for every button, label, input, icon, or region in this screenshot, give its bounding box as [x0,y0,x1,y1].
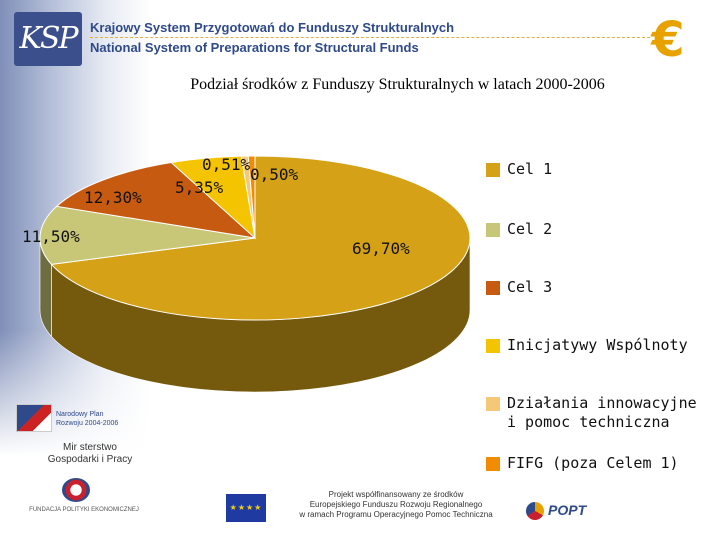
ksp-logo: KSP [14,12,82,66]
legend-swatch [486,397,500,411]
popt-mark-icon [526,502,544,521]
data-label-3: 5,35% [175,178,224,197]
header-divider [90,37,650,38]
legend-item: Cel 2 [486,220,552,239]
chart-title: Podział środków z Funduszy Strukturalnyc… [190,76,605,93]
data-label-0: 69,70% [352,239,410,258]
header-title-pl: Krajowy System Przygotowań do Funduszy S… [90,20,455,35]
legend-item: Cel 1 [486,160,552,179]
legend-swatch [486,163,500,177]
legend-swatch [486,457,500,471]
header-title-en: National System of Preparations for Stru… [90,40,419,55]
legend-item: Działania innowacyjne i pomoc techniczna [486,394,697,432]
eu-flag-icon: ★★★★ [226,494,266,522]
data-label-2: 12,30% [84,188,142,207]
pie-slice-2 [55,161,257,239]
legend-swatch [486,281,500,295]
pie-labels: 69,70% 11,50% 12,30% 5,35% 0,51%0,50% [22,155,410,258]
legend-swatch [486,223,500,237]
pie-slice-1 [39,205,256,265]
fundacja-logo [62,478,90,502]
pie-tops [39,155,471,321]
popt-text: POPT [548,502,587,518]
pie-slice-5 [247,155,256,239]
popt-logo: POPT [526,498,612,522]
legend-swatch [486,339,500,353]
npr-logo [16,404,52,432]
data-label-5: 0,50% [250,165,299,184]
legend-label: Cel 3 [507,278,553,296]
legend-item: FIFG (poza Celem 1) [486,454,679,473]
euro-icon: € [651,12,685,68]
legend-item: Inicjatywy Wspólnoty [486,336,688,355]
legend-item: Cel 3 [486,278,552,297]
data-label-4: 0,51% [202,155,251,174]
footer-project-text: Projekt współfinansowany ze środków Euro… [299,490,493,519]
legend-label: FIFG (poza Celem 1) [507,454,679,472]
legend-label: Cel 2 [507,220,553,238]
legend-label: Działania innowacyjne i pomoc techniczna [507,394,697,431]
pie-slice-0 [50,155,471,321]
legend-label: Inicjatywy Wspólnoty [507,336,688,354]
npr-text: Narodowy Plan Rozwoju 2004-2006 [56,411,119,427]
ministry-text: Mir sterstwo Gospodarki i Pracy [47,442,133,465]
legend-label: Cel 1 [507,160,553,178]
fundacja-text: FUNDACJA POLITYKI EKONOMICZNEJ [29,507,139,513]
data-label-1: 11,50% [22,227,80,246]
